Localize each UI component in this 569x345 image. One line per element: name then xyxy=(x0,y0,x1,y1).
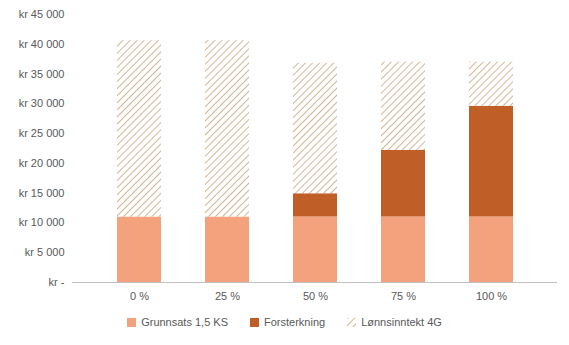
html-text:Forsterkning: Forsterkning xyxy=(264,316,326,328)
svg-text:kr 20 000: kr 20 000 xyxy=(19,157,65,169)
svg-text:kr 15 000: kr 15 000 xyxy=(19,187,65,199)
svg-text:kr 45 000: kr 45 000 xyxy=(19,8,65,20)
svg-text:kr 25 000: kr 25 000 xyxy=(19,127,65,139)
svg-text:0 %: 0 % xyxy=(130,290,149,302)
svg-text:100 %: 100 % xyxy=(476,290,507,302)
svg-text:kr -: kr - xyxy=(49,276,65,288)
svg-text:kr 10 000: kr 10 000 xyxy=(19,216,65,228)
svg-text:kr 35 000: kr 35 000 xyxy=(19,68,65,80)
html-text:Lønnsinntekt 4G: Lønnsinntekt 4G xyxy=(361,316,442,328)
html-text:Grunnsats 1,5 KS: Grunnsats 1,5 KS xyxy=(141,316,228,328)
svg-text:75 %: 75 % xyxy=(391,290,416,302)
svg-text:kr 5 000: kr 5 000 xyxy=(25,246,65,258)
svg-text:25 %: 25 % xyxy=(215,290,240,302)
svg-text:kr 30 000: kr 30 000 xyxy=(19,97,65,109)
svg-text:kr 40 000: kr 40 000 xyxy=(19,38,65,50)
svg-text:50 %: 50 % xyxy=(303,290,328,302)
